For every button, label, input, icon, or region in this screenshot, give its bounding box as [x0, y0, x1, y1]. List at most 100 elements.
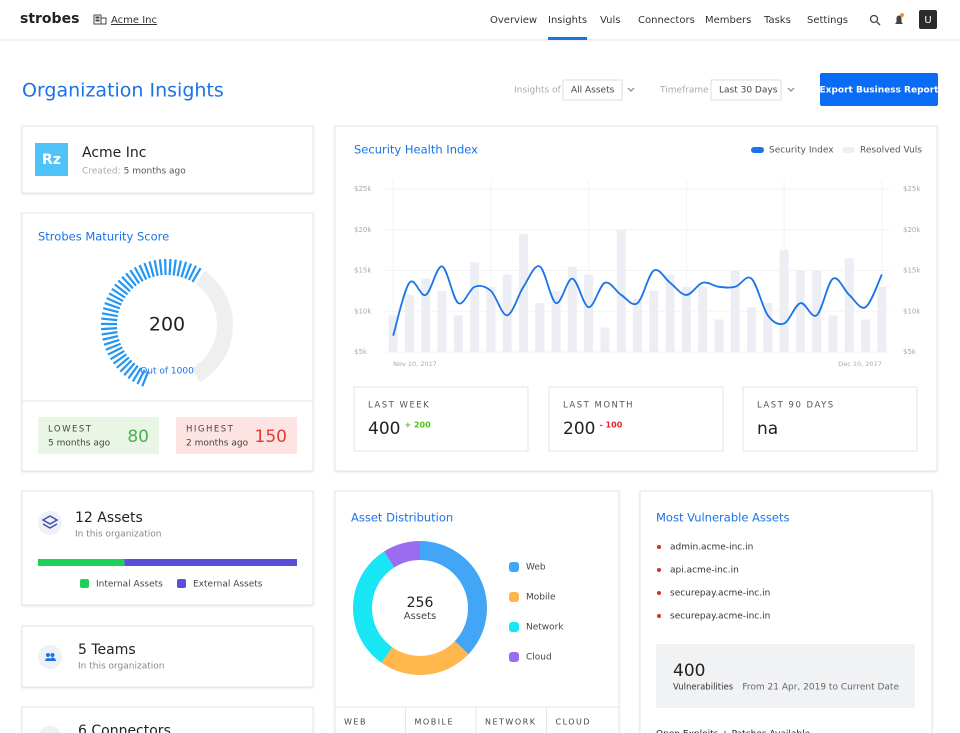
- bar: [470, 262, 480, 352]
- bar: [747, 307, 757, 352]
- gauge-tick: [104, 302, 121, 310]
- legend-swatch: [842, 147, 855, 153]
- nav-active: [548, 37, 588, 40]
- export-label[interactable]: Export Business Report: [820, 86, 940, 96]
- gauge-tick: [114, 283, 129, 296]
- nav-item[interactable]: Settings: [807, 15, 848, 26]
- gauge-tick: [141, 370, 150, 387]
- bar: [795, 270, 805, 352]
- created-label: Created:: [82, 167, 121, 177]
- org-logo: [35, 143, 68, 176]
- legend-label: Web: [526, 563, 546, 573]
- search-icon[interactable]: [869, 14, 879, 24]
- gauge-tick: [102, 335, 119, 341]
- bell-icon[interactable]: [895, 15, 903, 24]
- gauge-tick: [153, 259, 159, 277]
- search-handle: [876, 21, 881, 26]
- card: [21, 490, 314, 606]
- bar: [763, 303, 773, 352]
- section-heading: Open Exploits + Patches Available: [656, 730, 811, 733]
- y-tick-label: $20k: [903, 226, 921, 234]
- created-value: 5 months ago: [124, 167, 187, 177]
- legend-swatch: [509, 622, 519, 632]
- bar: [681, 286, 691, 352]
- bar: [600, 327, 610, 352]
- bar: [486, 286, 496, 352]
- y-tick-label: $5k: [354, 348, 368, 356]
- legend-label: Resolved Vuls: [860, 146, 922, 156]
- stat-label: LAST MONTH: [563, 401, 634, 411]
- filter-label: Insights of: [514, 86, 562, 96]
- avatar-letter: U: [924, 15, 931, 26]
- gauge-tick: [143, 262, 151, 279]
- chevron: [627, 87, 635, 92]
- gauge-tick: [101, 327, 118, 331]
- nav-item[interactable]: Tasks: [763, 15, 791, 26]
- gauge-tick: [109, 349, 125, 361]
- bar: [812, 270, 822, 352]
- nav-item[interactable]: Vuls: [600, 15, 621, 26]
- legend-label: External Assets: [193, 580, 263, 590]
- legend-label: Security Index: [769, 146, 834, 156]
- table-header: WEB: [344, 718, 367, 727]
- nav-item[interactable]: Members: [705, 15, 751, 26]
- legend-swatch: [509, 592, 519, 602]
- bar: [714, 319, 724, 352]
- export-button[interactable]: [820, 73, 938, 106]
- asset-item: securepay.acme-inc.in: [670, 589, 770, 599]
- gauge-tick: [187, 265, 197, 281]
- brand: strobes: [20, 11, 79, 27]
- bullet: [657, 614, 661, 618]
- bar: [453, 315, 463, 352]
- lowest-value: 80: [127, 427, 149, 447]
- select-box[interactable]: [562, 79, 623, 101]
- select-box[interactable]: [710, 79, 782, 101]
- donut-center-label: Assets: [404, 611, 437, 622]
- gauge-tick: [125, 272, 137, 287]
- legend-label: Internal Assets: [96, 580, 163, 590]
- legend-label: Cloud: [526, 653, 552, 663]
- gauge-tick: [127, 364, 139, 380]
- avatar[interactable]: [919, 10, 937, 29]
- teams-icon-bg: [38, 645, 62, 669]
- chart-title: Asset Distribution: [351, 511, 453, 525]
- bar: [567, 266, 577, 352]
- bar: [633, 299, 642, 352]
- asset-bar: [124, 559, 297, 566]
- bullet: [657, 545, 661, 549]
- y-tick-label: $5k: [903, 348, 917, 356]
- gauge-tick: [148, 261, 155, 278]
- x-tick-label: Dec 10, 2017: [838, 360, 882, 368]
- gauge-tick: [117, 279, 131, 293]
- nav-item[interactable]: Connectors: [638, 15, 695, 26]
- gauge-tick: [129, 269, 141, 285]
- legend-swatch: [751, 147, 764, 153]
- nav-item[interactable]: Overview: [490, 15, 537, 26]
- stat-box: [353, 386, 529, 452]
- org-link[interactable]: Acme Inc: [111, 15, 157, 26]
- table-header: MOBILE: [415, 718, 455, 727]
- org-logo-text: Rz: [42, 152, 61, 168]
- gauge-tick: [184, 263, 193, 279]
- teams-icon: [50, 653, 55, 657]
- org-name: Acme Inc: [82, 145, 146, 161]
- gauge-tick: [108, 292, 124, 303]
- stat-box: [742, 386, 918, 452]
- stat-box: [548, 386, 724, 452]
- assets-icon: [41, 515, 59, 529]
- bar: [518, 233, 528, 352]
- x-tick-label: Nov 10, 2017: [393, 360, 437, 368]
- gauge-tick: [136, 369, 146, 385]
- score-max: Out of 1000: [140, 367, 194, 377]
- donut-slice: [381, 641, 469, 675]
- teams-title: 5 Teams: [78, 642, 136, 658]
- gauge-tick: [133, 266, 144, 282]
- table-header: CLOUD: [556, 718, 592, 727]
- bar: [502, 274, 512, 352]
- bar: [861, 319, 871, 352]
- gauge-tick: [180, 261, 188, 278]
- gauge-tick: [112, 353, 128, 365]
- nav-item[interactable]: Insights: [548, 15, 587, 26]
- bar: [584, 274, 594, 352]
- highest-value: 150: [255, 427, 287, 447]
